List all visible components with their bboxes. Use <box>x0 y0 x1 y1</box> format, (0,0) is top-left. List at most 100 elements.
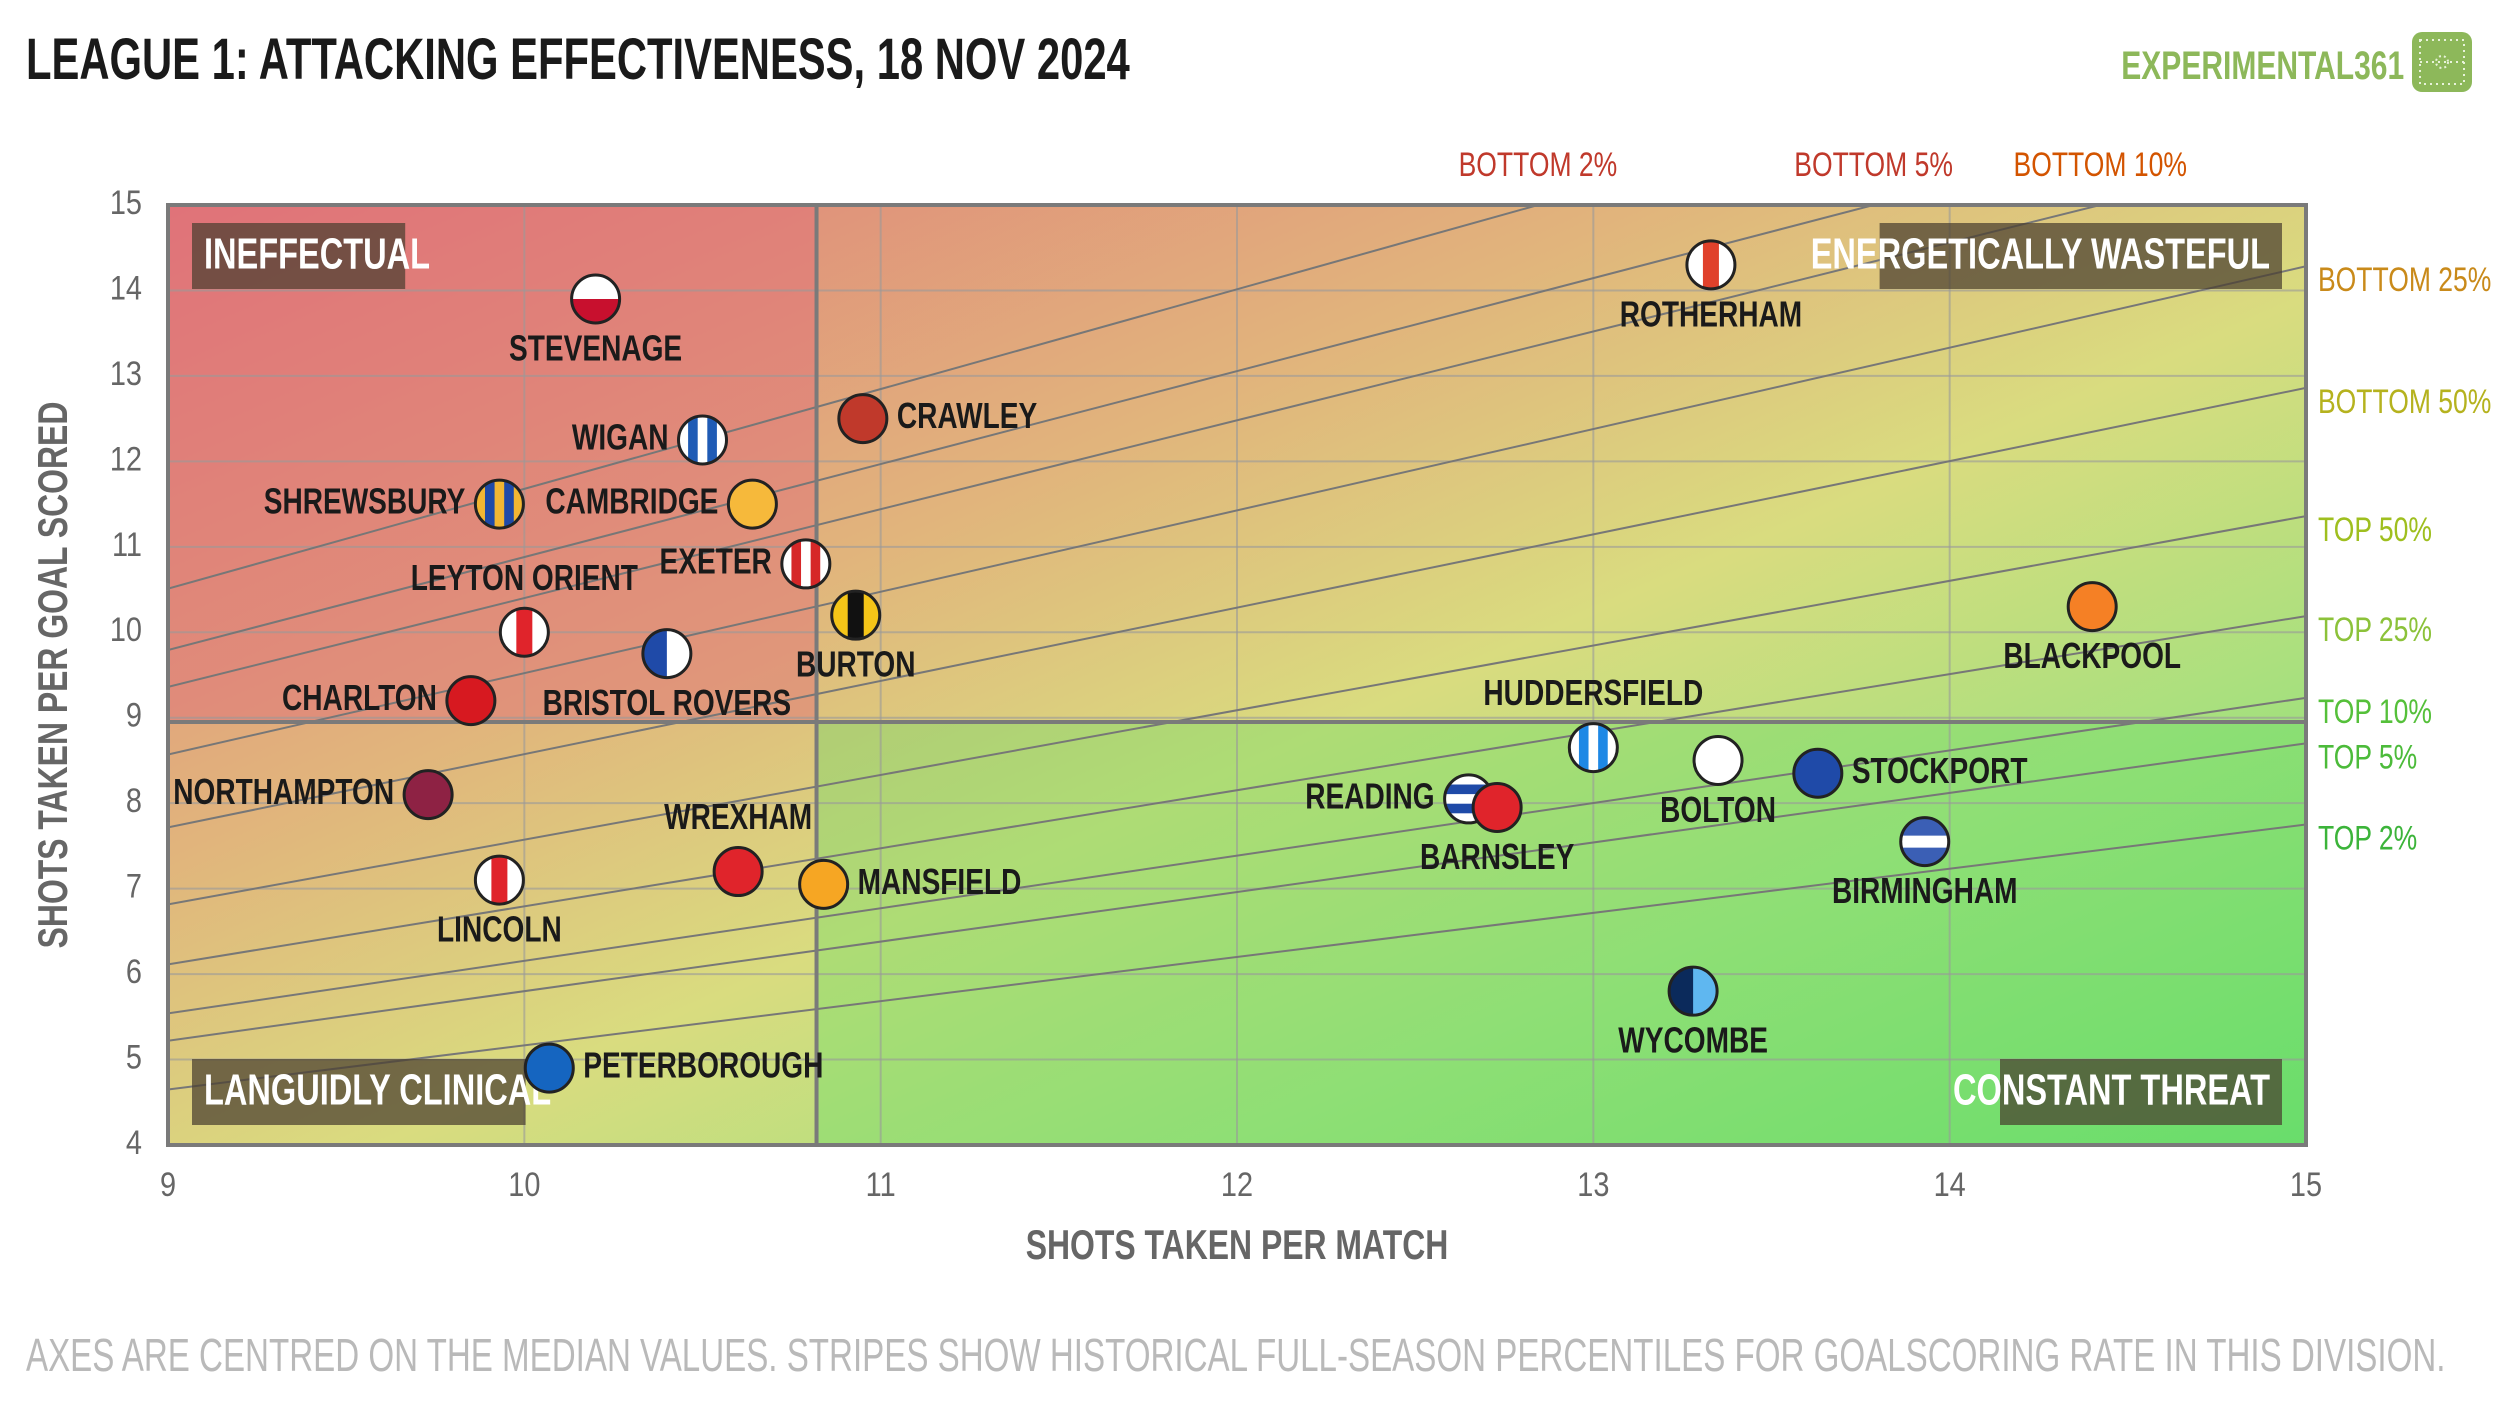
team-label: BURTON <box>796 644 916 684</box>
team-label: HUDDERSFIELD <box>1483 673 1703 713</box>
team-label: CRAWLEY <box>897 396 1037 436</box>
svg-text:CONSTANT THREAT: CONSTANT THREAT <box>1953 1066 2270 1115</box>
y-axis-title: SHOTS TAKEN PER GOAL SCORED <box>29 402 76 949</box>
svg-text:14: 14 <box>1934 1165 1966 1204</box>
y-tick-label: 11 <box>112 525 142 564</box>
svg-text:CHARLTON: CHARLTON <box>282 678 437 718</box>
svg-text:TOP 25%: TOP 25% <box>2318 611 2432 649</box>
y-tick-label: 5 <box>126 1037 142 1076</box>
team-label: BRISTOL ROVERS <box>543 683 791 723</box>
percentile-label: BOTTOM 10% <box>2014 146 2187 184</box>
x-axis-title: SHOTS TAKEN PER MATCH <box>1026 1221 1449 1268</box>
svg-text:CAMBRIDGE: CAMBRIDGE <box>545 481 718 521</box>
team-point <box>445 675 497 727</box>
svg-text:TOP 50%: TOP 50% <box>2318 511 2432 549</box>
team-point <box>1667 965 1719 1017</box>
svg-text:TOP 10%: TOP 10% <box>2318 693 2432 731</box>
team-label: ROTHERHAM <box>1620 294 1802 334</box>
svg-text:SHOTS TAKEN PER GOAL SCORED: SHOTS TAKEN PER GOAL SCORED <box>29 402 76 949</box>
percentile-label: TOP 25% <box>2318 611 2432 649</box>
percentile-line <box>168 742 2306 1042</box>
percentile-line <box>168 823 2306 1091</box>
team-point <box>473 854 525 906</box>
brand-name: EXPERIMENTAL361 <box>2121 44 2404 88</box>
team-point <box>570 273 622 325</box>
x-tick-label: 11 <box>866 1165 896 1204</box>
team-label: WREXHAM <box>664 797 812 837</box>
svg-text:WIGAN: WIGAN <box>572 417 669 457</box>
svg-text:10: 10 <box>110 610 142 649</box>
team-label: WIGAN <box>572 417 669 457</box>
team-label: WYCOMBE <box>1618 1020 1768 1060</box>
quadrant-label-bottom-right: CONSTANT THREAT <box>1953 1059 2282 1125</box>
team-point <box>726 478 778 530</box>
svg-text:9: 9 <box>160 1165 176 1204</box>
percentile-label: BOTTOM 2% <box>1459 146 1618 184</box>
svg-text:5: 5 <box>126 1037 142 1076</box>
svg-text:BIRMINGHAM: BIRMINGHAM <box>1832 871 2018 911</box>
pitch-icon <box>2412 32 2472 92</box>
percentile-label: BOTTOM 5% <box>1794 146 1953 184</box>
team-label: READING <box>1305 776 1434 816</box>
page-title: LEAGUE 1: ATTACKING EFFECTIVENESS, 18 NO… <box>26 27 1130 92</box>
percentile-label: BOTTOM 50% <box>2318 383 2491 421</box>
x-tick-label: 12 <box>1221 1165 1253 1204</box>
svg-text:15: 15 <box>2290 1165 2322 1204</box>
svg-text:SHOTS TAKEN PER MATCH: SHOTS TAKEN PER MATCH <box>1026 1221 1449 1268</box>
team-point <box>1471 781 1523 833</box>
svg-text:CRAWLEY: CRAWLEY <box>897 396 1037 436</box>
svg-text:BRISTOL ROVERS: BRISTOL ROVERS <box>543 683 791 723</box>
svg-text:4: 4 <box>126 1123 142 1162</box>
team-point <box>1792 747 1844 799</box>
team-point <box>1685 239 1737 291</box>
svg-text:ENERGETICALLY WASTEFUL: ENERGETICALLY WASTEFUL <box>1811 230 2270 279</box>
percentile-line <box>168 515 2306 906</box>
footnote: AXES ARE CENTRED ON THE MEDIAN VALUES. S… <box>26 1329 2446 1381</box>
percentile-line <box>168 205 1542 590</box>
plot-frame <box>166 203 2308 1147</box>
y-tick-label: 6 <box>126 952 142 991</box>
svg-text:WYCOMBE: WYCOMBE <box>1618 1020 1768 1060</box>
x-tick-label: 13 <box>1577 1165 1609 1204</box>
percentile-line <box>168 696 2306 1015</box>
svg-text:13: 13 <box>110 354 142 393</box>
y-tick-label: 8 <box>126 781 142 820</box>
team-label: BIRMINGHAM <box>1832 871 2018 911</box>
svg-text:STOCKPORT: STOCKPORT <box>1852 750 2028 790</box>
team-label: CAMBRIDGE <box>545 481 718 521</box>
svg-text:13: 13 <box>1577 1165 1609 1204</box>
svg-text:NORTHAMPTON: NORTHAMPTON <box>173 772 394 812</box>
svg-text:STEVENAGE: STEVENAGE <box>509 328 682 368</box>
svg-text:TOP 2%: TOP 2% <box>2318 819 2417 857</box>
svg-text:BOTTOM 10%: BOTTOM 10% <box>2014 146 2187 184</box>
percentile-line <box>168 615 2306 966</box>
svg-text:10: 10 <box>508 1165 540 1204</box>
team-label: SHREWSBURY <box>264 481 466 521</box>
team-point <box>402 769 454 821</box>
y-tick-label: 9 <box>126 695 142 734</box>
y-tick-label: 7 <box>126 866 142 905</box>
svg-text:LINCOLN: LINCOLN <box>437 909 562 949</box>
team-label: BOLTON <box>1660 790 1776 830</box>
svg-text:TOP 5%: TOP 5% <box>2318 738 2417 776</box>
team-point <box>677 414 728 466</box>
team-point <box>1567 722 1619 774</box>
y-tick-label: 4 <box>126 1123 142 1162</box>
svg-text:LANGUIDLY CLINICAL: LANGUIDLY CLINICAL <box>204 1066 551 1115</box>
svg-text:12: 12 <box>1221 1165 1253 1204</box>
svg-text:PETERBOROUGH: PETERBOROUGH <box>583 1045 823 1085</box>
x-tick-label: 10 <box>508 1165 540 1204</box>
team-label: CHARLTON <box>282 678 437 718</box>
team-point <box>641 628 693 680</box>
team-point <box>830 589 882 641</box>
team-label: BLACKPOOL <box>2003 636 2181 676</box>
y-tick-label: 12 <box>110 439 142 478</box>
svg-text:HUDDERSFIELD: HUDDERSFIELD <box>1483 673 1703 713</box>
svg-text:MANSFIELD: MANSFIELD <box>858 862 1022 902</box>
y-tick-label: 15 <box>110 183 142 222</box>
team-label: NORTHAMPTON <box>173 772 394 812</box>
team-label: MANSFIELD <box>858 862 1022 902</box>
team-point <box>837 393 889 445</box>
svg-text:BOTTOM 5%: BOTTOM 5% <box>1794 146 1953 184</box>
percentile-line <box>168 265 2306 756</box>
